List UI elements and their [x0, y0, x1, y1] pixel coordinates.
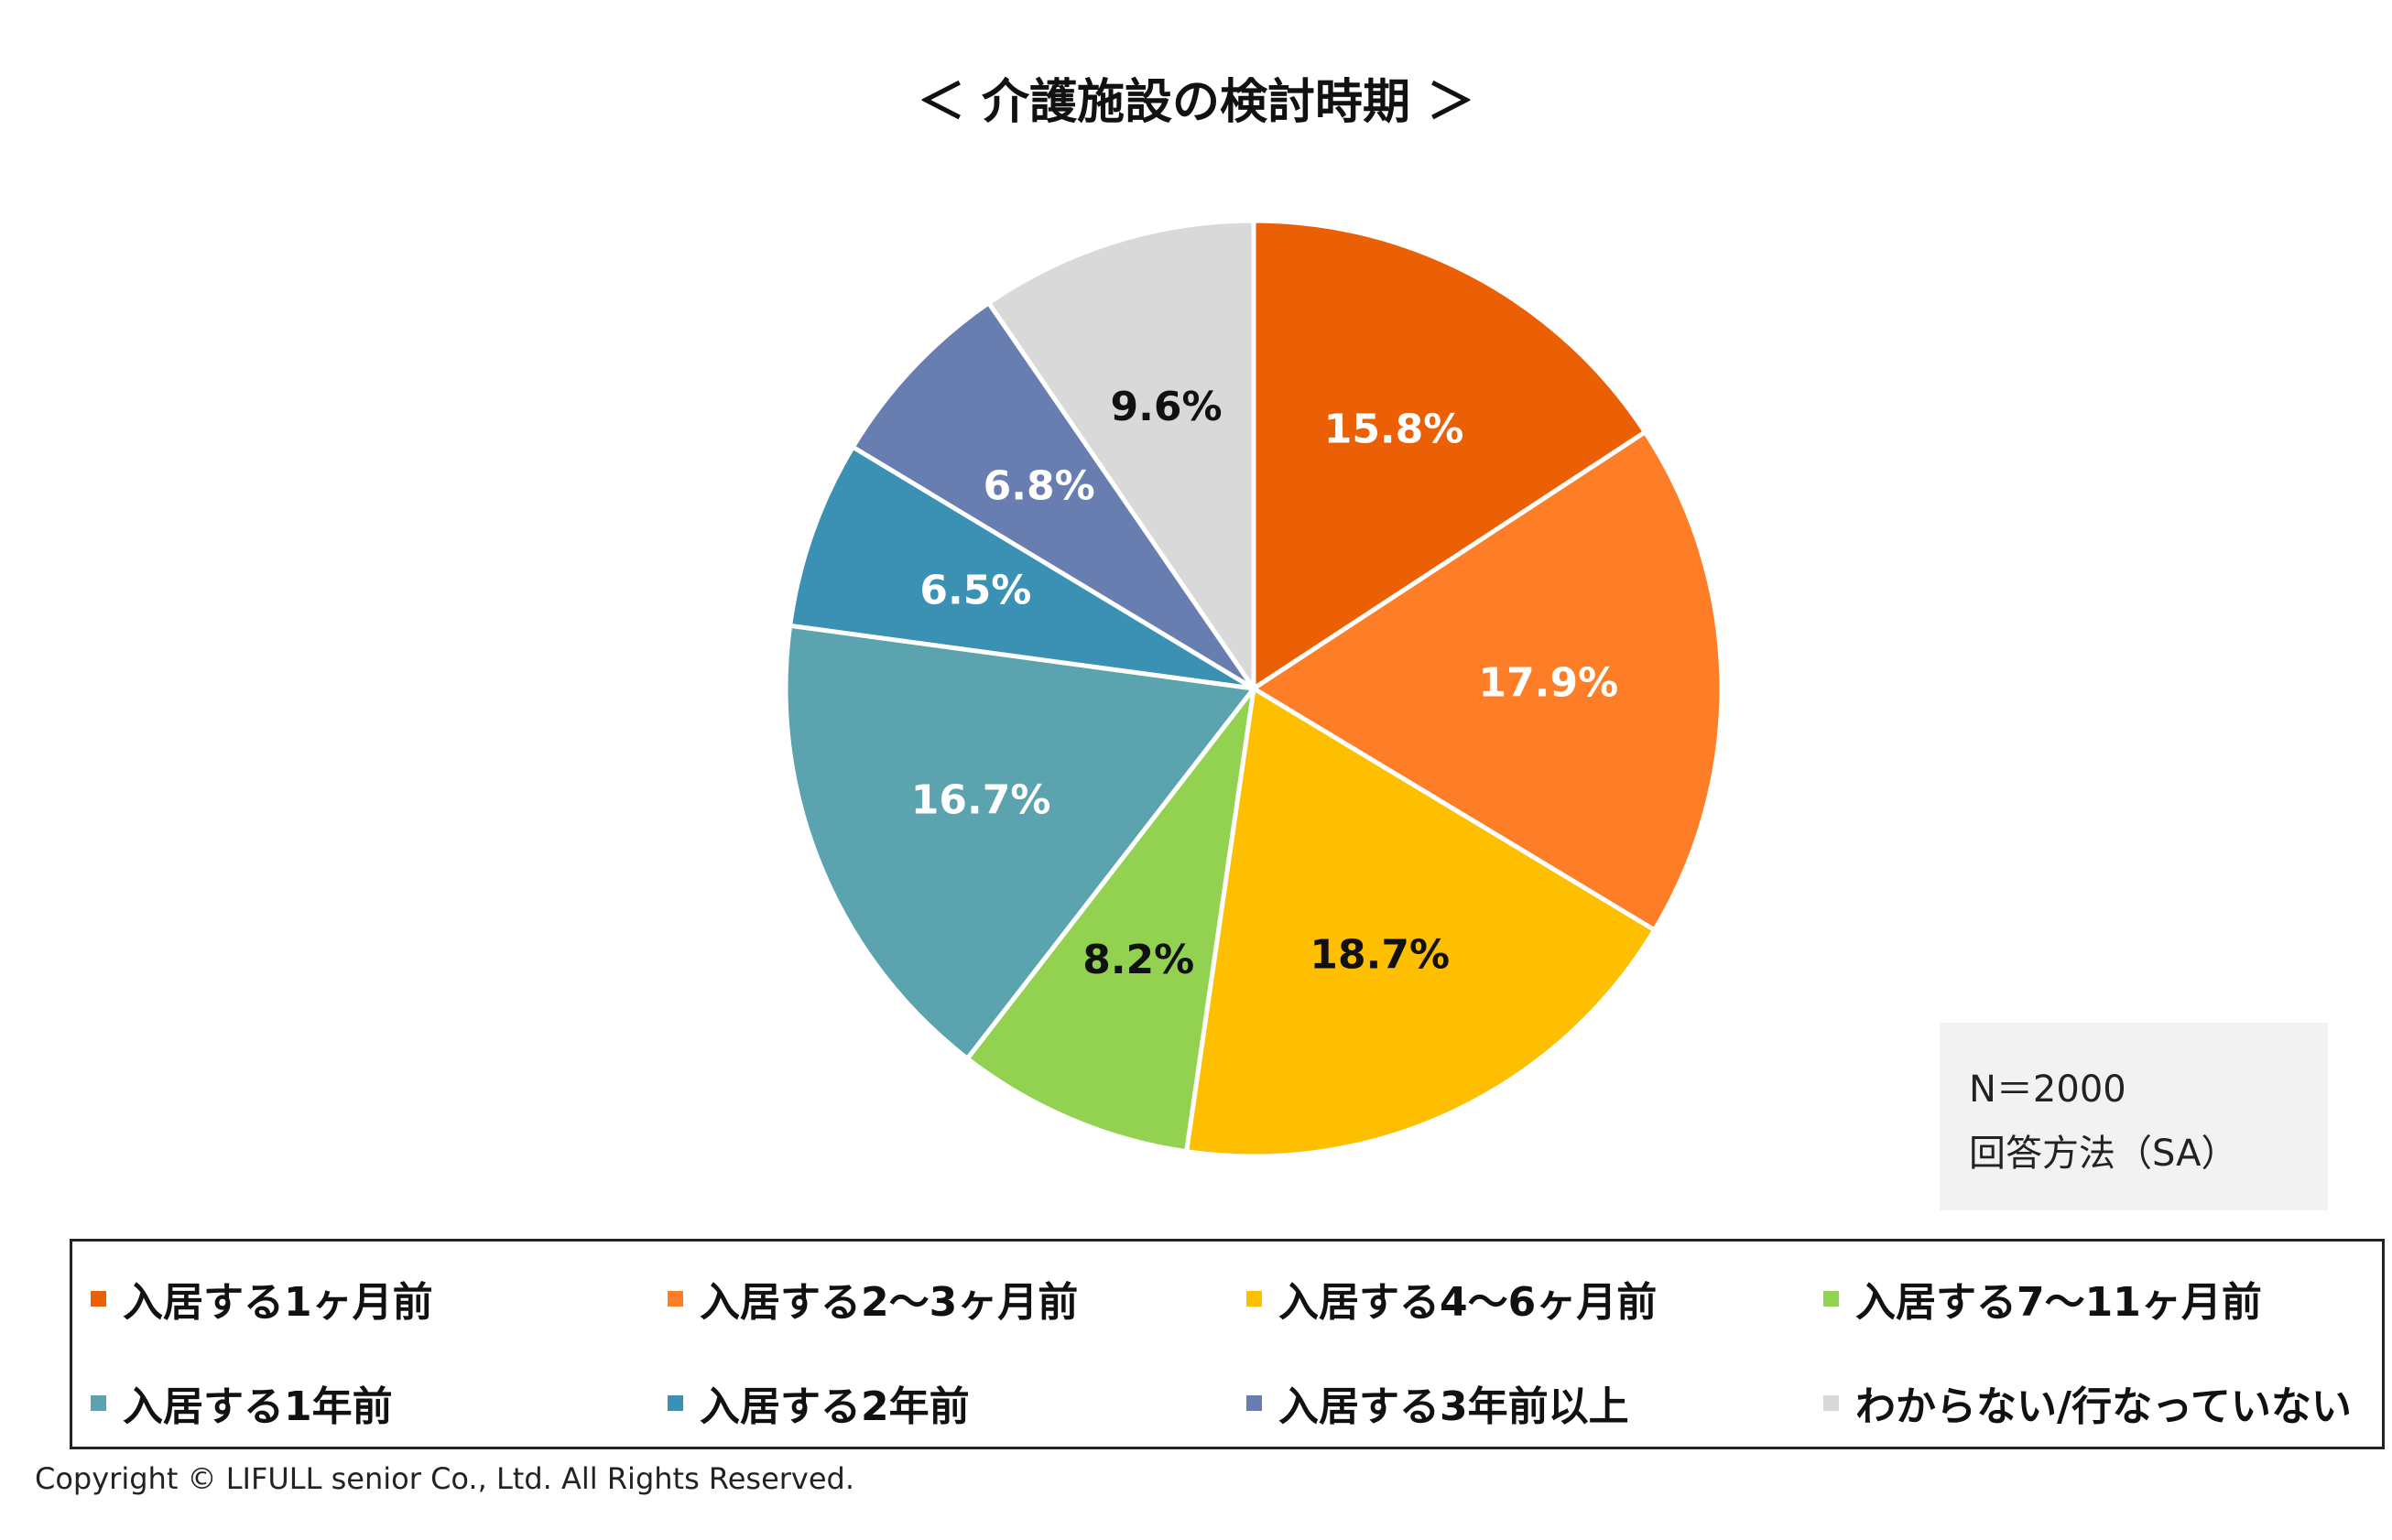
data-label-7: 6.8% — [984, 463, 1095, 510]
legend-item-8: わからない/行なっていない — [1823, 1375, 2352, 1430]
legend-item-6: 入居する2年前 — [668, 1375, 970, 1430]
data-label-2: 17.9% — [1479, 659, 1619, 706]
pie-slice-4 — [964, 686, 1256, 1155]
pie-slice-1 — [1251, 218, 1647, 691]
legend-item-1: 入居する1ヶ月前 — [91, 1271, 433, 1326]
answer-method: 回答方法（SA） — [1969, 1133, 2238, 1175]
legend-label: 入居する2年前 — [700, 1383, 970, 1430]
pie-slice-8 — [986, 218, 1256, 691]
pie-slice-2 — [1251, 429, 1724, 933]
legend-swatch — [91, 1394, 106, 1411]
legend-label: 入居する4〜6ヶ月前 — [1278, 1279, 1658, 1326]
legend-swatch — [1823, 1394, 1839, 1411]
legend-swatch — [668, 1290, 683, 1307]
pie-slice-5 — [783, 623, 1256, 1061]
legend-swatch — [1246, 1394, 1262, 1411]
pie-slice-7 — [850, 300, 1256, 691]
legend-item-2: 入居する2〜3ヶ月前 — [668, 1271, 1078, 1326]
legend-swatch — [1823, 1290, 1839, 1307]
note-box: N＝2000 回答方法（SA） — [1940, 1023, 2328, 1210]
legend-label: 入居する1年前 — [123, 1383, 393, 1430]
legend-swatch — [1246, 1290, 1262, 1307]
pie-chart: 15.8% 17.9% 18.7% 8.2% 16.7% 6.5% 6.8% 9.6% — [783, 218, 1724, 1159]
legend-item-3: 入居する4〜6ヶ月前 — [1246, 1271, 1657, 1326]
sample-size: N＝2000 — [1969, 1068, 2126, 1111]
legend-label: 入居する7〜11ヶ月前 — [1855, 1279, 2262, 1326]
data-label-3: 18.7% — [1310, 931, 1450, 978]
legend-label: 入居する3年前以上 — [1278, 1383, 1629, 1430]
legend: 入居する1ヶ月前 入居する2〜3ヶ月前 入居する4〜6ヶ月前 入居する7〜11ヶ月前入… — [70, 1239, 2385, 1449]
legend-label: わからない/行なっていない — [1855, 1383, 2352, 1430]
data-label-4: 8.2% — [1082, 937, 1194, 983]
legend-label: 入居する1ヶ月前 — [123, 1279, 433, 1326]
legend-item-7: 入居する3年前以上 — [1246, 1375, 1629, 1430]
data-label-5: 16.7% — [911, 777, 1051, 824]
pie-slice-6 — [788, 444, 1256, 691]
copyright: Copyright © LIFULL senior Co., Ltd. All … — [35, 1461, 855, 1496]
pie-slice-3 — [1184, 686, 1658, 1159]
legend-label: 入居する2〜3ヶ月前 — [700, 1279, 1079, 1326]
data-label-6: 6.5% — [919, 568, 1031, 614]
legend-swatch — [668, 1394, 683, 1411]
data-label-8: 9.6% — [1111, 384, 1223, 430]
chart-title: ＜ 介護施設の検討時期 ＞ — [917, 75, 1475, 130]
legend-swatch — [91, 1290, 106, 1307]
legend-item-4: 入居する7〜11ヶ月前 — [1823, 1271, 2262, 1326]
legend-item-5: 入居する1年前 — [91, 1375, 393, 1430]
data-label-1: 15.8% — [1324, 406, 1464, 452]
